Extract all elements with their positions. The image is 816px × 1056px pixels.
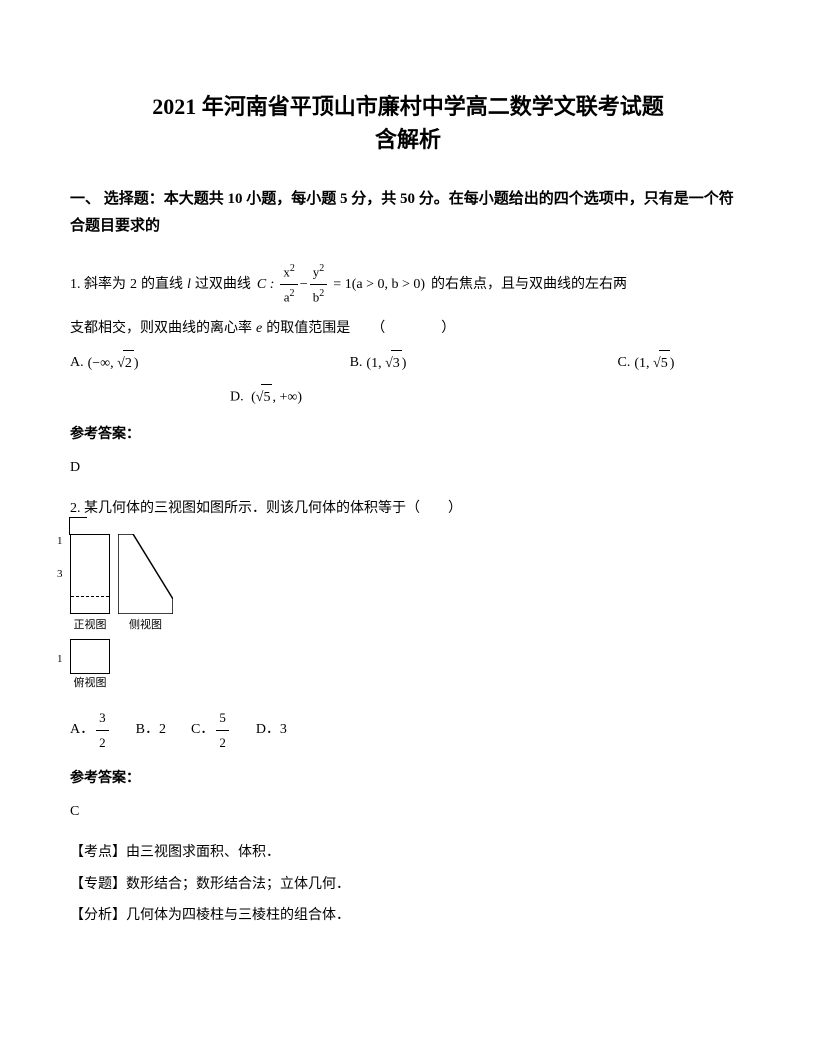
q1-mid3: 的右焦点，且与双曲线的左右两 bbox=[431, 272, 627, 297]
q1-slope: 2 bbox=[130, 272, 137, 297]
optB-label: B. bbox=[350, 350, 363, 375]
curve-label: C : bbox=[257, 272, 275, 297]
optB-val: (1, √3) bbox=[366, 350, 406, 376]
q1-line1: 1. 斜率为 2 的直线 l 过双曲线 C : x2 a2 − y2 b2 = … bbox=[70, 260, 746, 308]
question-1: 1. 斜率为 2 的直线 l 过双曲线 C : x2 a2 − y2 b2 = … bbox=[70, 260, 746, 480]
analysis-3: 【分析】几何体为四棱柱与三棱柱的组合体． bbox=[70, 903, 746, 928]
dim-3: 3 bbox=[57, 565, 63, 585]
q2-ans-label: 参考答案： bbox=[70, 766, 746, 791]
side-view-shape bbox=[118, 534, 173, 614]
dim-1-side: 1 bbox=[57, 650, 63, 670]
q2-opt-b: B．2 bbox=[136, 717, 166, 742]
three-view-figure: 1 3 正视图 侧视图 1 俯视图 bbox=[70, 534, 200, 695]
view-labels-row1: 正视图 侧视图 bbox=[70, 616, 200, 636]
q1-line2: 支都相交，则双曲线的离心率 e 的取值范围是 （ ） bbox=[70, 316, 746, 341]
top-label: 俯视图 bbox=[70, 674, 110, 694]
analysis-2: 【专题】数形结合；数形结合法；立体几何． bbox=[70, 872, 746, 897]
q2-optC-frac: 5 2 bbox=[216, 706, 229, 754]
q2-optA-label: A． bbox=[70, 717, 94, 742]
frac-x: x2 a2 bbox=[280, 260, 298, 308]
q1-mid2: 过双曲线 bbox=[195, 272, 251, 297]
q2-optC-label: C． bbox=[191, 717, 214, 742]
minus: − bbox=[300, 272, 308, 297]
top-view: 1 bbox=[70, 639, 110, 674]
q2-opt-c: C． 5 2 bbox=[191, 706, 231, 754]
title-line2: 含解析 bbox=[70, 123, 746, 156]
optC-label: C. bbox=[618, 350, 631, 375]
dim-1-top: 1 bbox=[57, 532, 63, 552]
q1-mid1: 的直线 bbox=[141, 272, 183, 297]
q2-opt-d: D．3 bbox=[256, 717, 287, 742]
question-2: 2. 某几何体的三视图如图所示．则该几何体的体积等于（ ） 1 3 正视图 侧视… bbox=[70, 496, 746, 928]
q1-line-l: l bbox=[187, 272, 191, 297]
side-view bbox=[118, 534, 173, 614]
front-view: 1 3 bbox=[70, 534, 110, 614]
q2-options: A． 3 2 B．2 C． 5 2 D．3 bbox=[70, 706, 746, 754]
q2-text: 2. 某几何体的三视图如图所示．则该几何体的体积等于（ ） bbox=[70, 496, 746, 521]
side-label: 侧视图 bbox=[118, 616, 173, 636]
optD-val: (√5, +∞) bbox=[251, 384, 302, 410]
q2-optC-den: 2 bbox=[216, 731, 229, 754]
hyperbola-formula: C : x2 a2 − y2 b2 = 1(a > 0, b > 0) bbox=[257, 260, 425, 308]
q2-optA-frac: 3 2 bbox=[96, 706, 109, 754]
title-line1: 2021 年河南省平顶山市廉村中学高二数学文联考试题 bbox=[70, 90, 746, 123]
q1-ans: D bbox=[70, 455, 746, 480]
q1-ecc: e bbox=[256, 316, 262, 341]
analysis-1: 【考点】由三视图求面积、体积． bbox=[70, 840, 746, 865]
section-header: 一、 选择题：本大题共 10 小题，每小题 5 分，共 50 分。在每小题给出的… bbox=[70, 186, 746, 240]
q2-optA-den: 2 bbox=[96, 731, 109, 754]
frac-y: y2 b2 bbox=[310, 260, 328, 308]
exam-title: 2021 年河南省平顶山市廉村中学高二数学文联考试题 含解析 bbox=[70, 90, 746, 156]
q1-options-abc: A. (−∞, √2) B. (1, √3) C. (1, √5) bbox=[70, 350, 678, 376]
dash-line bbox=[71, 596, 109, 597]
q2-optA-num: 3 bbox=[96, 706, 109, 730]
eq-tail: = 1(a > 0, b > 0) bbox=[333, 272, 425, 297]
optA-val: (−∞, √2) bbox=[88, 350, 139, 376]
optD-label: D. bbox=[230, 389, 244, 404]
q1-line2-post: 的取值范围是 （ ） bbox=[266, 316, 455, 341]
q2-opt-a: A． 3 2 bbox=[70, 706, 111, 754]
optC-val: (1, √5) bbox=[634, 350, 674, 376]
q1-opt-a: A. (−∞, √2) bbox=[70, 350, 143, 376]
q1-opt-b: B. (1, √3) bbox=[350, 350, 411, 376]
q1-line2-pre: 支都相交，则双曲线的离心率 bbox=[70, 316, 252, 341]
q2-ans: C bbox=[70, 799, 746, 824]
q1-opt-c: C. (1, √5) bbox=[618, 350, 679, 376]
q1-pre: 1. 斜率为 bbox=[70, 272, 126, 297]
q2-optC-num: 5 bbox=[216, 706, 229, 730]
front-label: 正视图 bbox=[70, 616, 110, 636]
q1-ans-label: 参考答案： bbox=[70, 422, 746, 447]
q1-opt-d-line: D. (√5, +∞) bbox=[230, 384, 746, 410]
optA-label: A. bbox=[70, 350, 84, 375]
